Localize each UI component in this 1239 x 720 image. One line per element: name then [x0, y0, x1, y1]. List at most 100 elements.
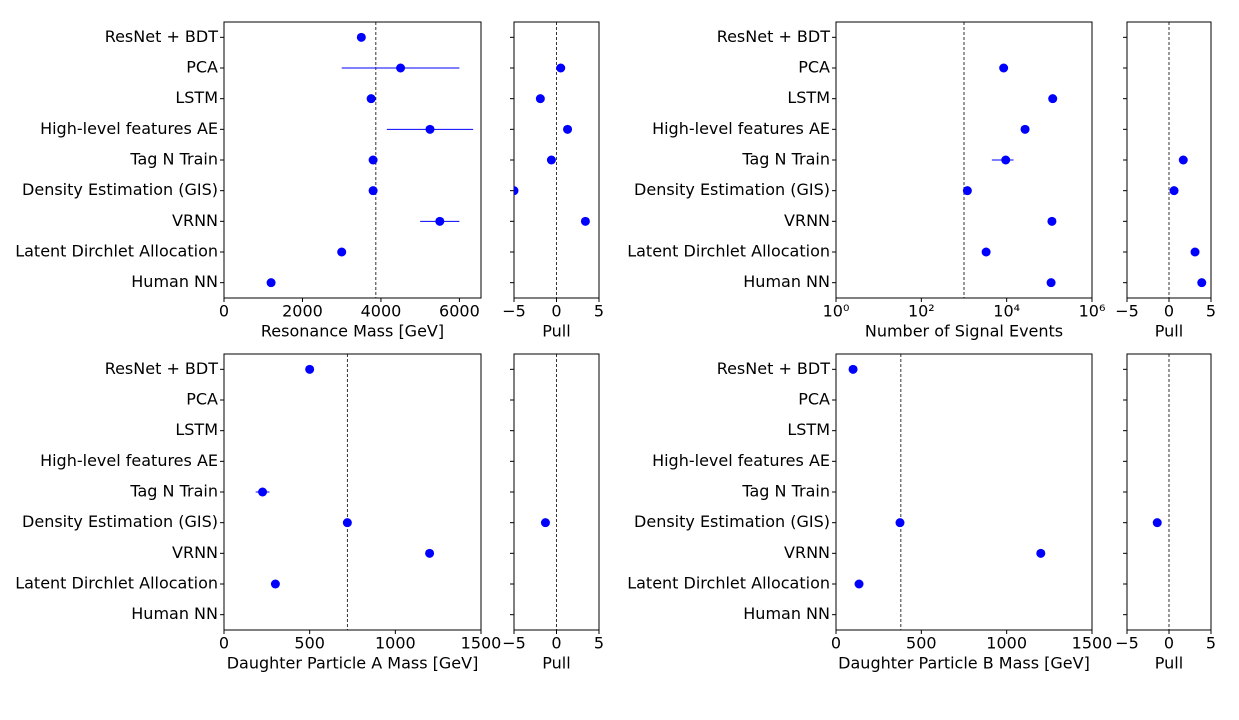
point — [1190, 247, 1200, 257]
y-tick-label: High-level features AE — [40, 119, 218, 138]
x-tick-label: 0 — [219, 634, 229, 653]
point — [425, 548, 435, 558]
x-tick-label: 0 — [1164, 302, 1174, 321]
y-tick-label: High-level features AE — [652, 119, 830, 138]
y-tick-label: High-level features AE — [652, 451, 830, 470]
x-tick-label: 500 — [294, 634, 325, 653]
x-tick-label: 0 — [219, 302, 229, 321]
point — [1152, 518, 1162, 528]
point — [1047, 216, 1057, 226]
y-tick-label: ResNet + BDT — [717, 359, 831, 378]
y-tick-label: Density Estimation (GIS) — [22, 512, 218, 531]
point — [1048, 94, 1058, 104]
y-tick-label: Density Estimation (GIS) — [634, 180, 830, 199]
point — [1036, 548, 1046, 558]
x-axis-label: Pull — [1155, 322, 1183, 341]
point — [270, 579, 280, 589]
y-tick-label: PCA — [798, 58, 830, 77]
point — [435, 216, 445, 226]
y-tick-label: Density Estimation (GIS) — [22, 180, 218, 199]
y-tick-label: LSTM — [787, 88, 830, 107]
panel: ResNet + BDT PCA LSTM High-level features A… — [627, 21, 1106, 341]
x-axis-label: Daughter Particle A Mass [GeV] — [227, 654, 479, 673]
point — [895, 518, 905, 528]
marks — [255, 364, 435, 589]
y-tick-label: VRNN — [784, 543, 830, 562]
y-tick-label: PCA — [186, 58, 218, 77]
point — [396, 63, 406, 73]
x-tick-label: 1000 — [986, 634, 1027, 653]
point — [258, 487, 268, 497]
marks — [1152, 518, 1162, 528]
x-tick-label: 0 — [551, 302, 561, 321]
panel: −5 0 5 Pull — [1115, 21, 1216, 341]
x-tick-label: 0 — [1164, 634, 1174, 653]
panel: −5 0 5 Pull — [502, 21, 604, 341]
point — [962, 186, 972, 196]
panel: −5 0 5 Pull — [1115, 353, 1216, 673]
point — [266, 278, 276, 288]
point — [848, 364, 858, 374]
y-tick-label: LSTM — [175, 420, 218, 439]
point — [337, 247, 347, 257]
point — [368, 186, 378, 196]
point — [563, 124, 573, 134]
y-tick-label: LSTM — [175, 88, 218, 107]
y-tick-label: VRNN — [172, 211, 218, 230]
point — [1169, 186, 1179, 196]
y-tick-label: ResNet + BDT — [717, 27, 831, 46]
y-tick-label: PCA — [798, 390, 830, 409]
y-tick-label: LSTM — [787, 420, 830, 439]
x-axis-label: Resonance Mass [GeV] — [261, 322, 444, 341]
panel: ResNet + BDT PCA LSTM High-level features A… — [627, 353, 1113, 673]
x-tick-label: 500 — [906, 634, 937, 653]
y-tick-label: Tag N Train — [741, 482, 830, 501]
marks — [1169, 155, 1207, 288]
y-tick-label: VRNN — [172, 543, 218, 562]
x-tick-label: 5 — [594, 302, 604, 321]
x-axis-label: Daughter Particle B Mass [GeV] — [838, 654, 1090, 673]
panel: ResNet + BDT PCA LSTM High-level features A… — [15, 21, 482, 341]
y-tick-label: Tag N Train — [129, 150, 218, 169]
marks — [514, 63, 590, 226]
x-tick-label: 6000 — [439, 302, 480, 321]
x-tick-label: −5 — [1115, 634, 1139, 653]
y-tick-label: ResNet + BDT — [105, 359, 219, 378]
x-axis-label: Pull — [1155, 654, 1183, 673]
x-tick-label: 1500 — [1072, 634, 1113, 653]
point — [854, 579, 864, 589]
y-tick-label: Human NN — [131, 604, 218, 623]
y-tick-label: Latent Dirchlet Allocation — [627, 574, 830, 593]
point — [580, 216, 590, 226]
x-tick-label: 4000 — [361, 302, 402, 321]
x-tick-label: 5 — [1206, 634, 1216, 653]
x-tick-label: −5 — [1115, 302, 1139, 321]
x-axis-label: Number of Signal Events — [865, 322, 1063, 341]
x-tick-label: 10⁰ — [823, 302, 850, 321]
point — [546, 155, 556, 165]
y-tick-label: Human NN — [131, 272, 218, 291]
point — [1020, 124, 1030, 134]
point — [356, 32, 366, 42]
y-tick-label: VRNN — [784, 211, 830, 230]
x-tick-label: 10⁴ — [993, 302, 1020, 321]
y-tick-label: High-level features AE — [40, 451, 218, 470]
x-tick-label: 10⁶ — [1079, 302, 1106, 321]
point — [981, 247, 991, 257]
x-tick-label: 1500 — [461, 634, 502, 653]
y-tick-label: Latent Dirchlet Allocation — [15, 242, 218, 261]
panel: −5 0 5 Pull — [502, 353, 604, 673]
x-tick-label: 0 — [831, 634, 841, 653]
x-tick-label: 5 — [1206, 302, 1216, 321]
point — [425, 124, 435, 134]
marks — [962, 63, 1058, 288]
y-tick-label: ResNet + BDT — [105, 27, 219, 46]
x-tick-label: 0 — [551, 634, 561, 653]
y-tick-label: Latent Dirchlet Allocation — [15, 574, 218, 593]
point — [514, 186, 519, 196]
x-tick-label: −5 — [502, 302, 526, 321]
y-tick-label: Tag N Train — [129, 482, 218, 501]
y-tick-label: Human NN — [743, 272, 830, 291]
point — [1178, 155, 1188, 165]
